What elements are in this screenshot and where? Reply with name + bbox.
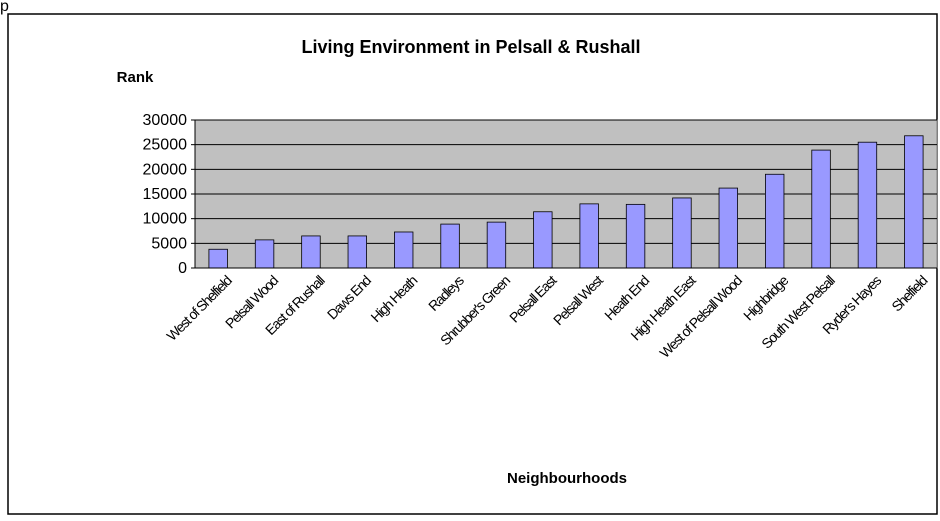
bar [579, 203, 599, 269]
bar [486, 221, 507, 269]
bar [254, 239, 275, 269]
y-tick-label: 25000 [143, 137, 188, 154]
bar [440, 223, 460, 269]
y-tick-label: 30000 [143, 112, 188, 129]
y-tick-label: 15000 [143, 186, 188, 203]
bar [765, 173, 785, 269]
bar [811, 149, 831, 269]
chart-title: Living Environment in Pelsall & Rushall [301, 37, 640, 57]
bar [718, 187, 738, 269]
bar [625, 203, 646, 269]
bar [533, 211, 553, 269]
bar [904, 135, 924, 269]
bar [672, 197, 692, 269]
bar [301, 235, 321, 269]
bar [857, 141, 878, 269]
bar [347, 235, 367, 269]
x-axis-label: Neighbourhoods [507, 470, 627, 487]
bar [208, 248, 228, 269]
y-axis-label: Rank [117, 69, 154, 86]
bar [394, 231, 414, 269]
y-tick-label: 0 [178, 260, 187, 277]
y-tick-label: 5000 [151, 235, 187, 252]
caption: p [0, 0, 9, 15]
y-tick-label: 20000 [143, 161, 188, 178]
y-tick-label: 10000 [143, 211, 188, 228]
